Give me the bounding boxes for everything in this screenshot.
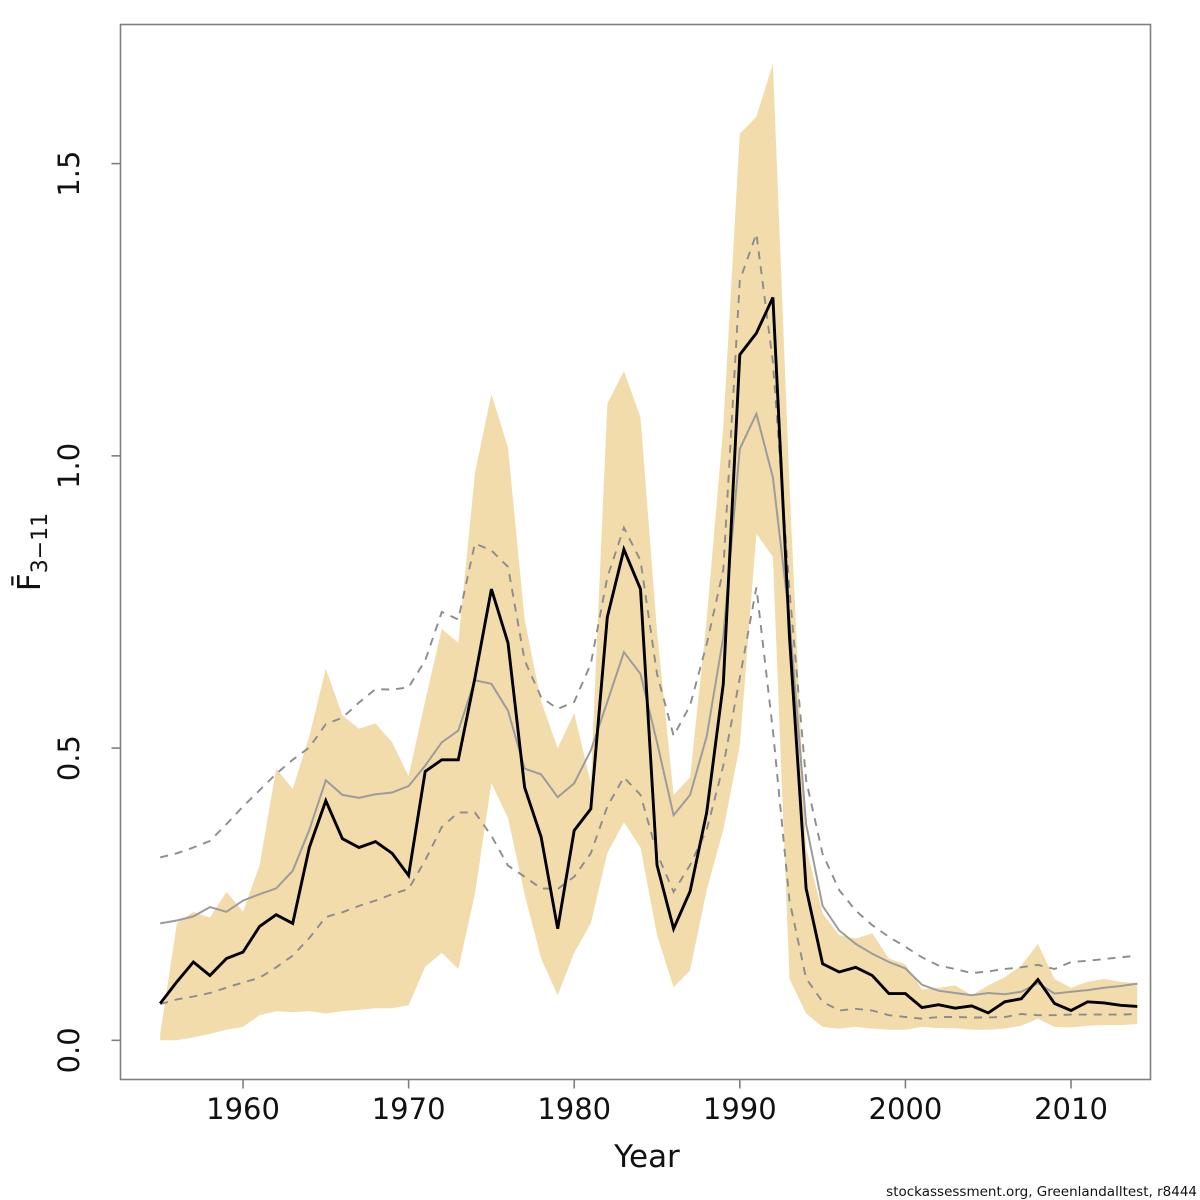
tick-label: 1.5	[52, 151, 86, 197]
plot-box-border	[119, 23, 1152, 1081]
tick-label: 1980	[537, 1092, 611, 1126]
tick-label: 0.0	[52, 1027, 86, 1073]
y-axis-title-subscript: 3−11	[28, 513, 53, 573]
confidence-band	[160, 63, 1138, 1041]
tick-label: 1960	[206, 1092, 280, 1126]
tick-label: 2010	[1034, 1092, 1108, 1126]
comparison-ci-lower-line	[159, 587, 1138, 1020]
tick-label: 0.5	[52, 735, 86, 781]
footer-watermark: stockassessment.org, Greenlandalltest, r…	[886, 1184, 1197, 1200]
tick-label: 2000	[869, 1092, 943, 1126]
tick-label: 1.0	[52, 443, 86, 489]
comparison-ci-upper-line	[159, 233, 1138, 975]
y-axis-ticks: 0.0 0.5 1.0 1.5	[52, 151, 121, 1073]
tick-label: 1970	[372, 1092, 446, 1126]
tick-label: 1990	[703, 1092, 777, 1126]
x-axis-title: Year	[613, 1139, 680, 1175]
y-axis-title: F̄3−11	[11, 513, 53, 591]
x-axis-ticks: 1960 1970 1980 1990 2000 2010	[206, 1079, 1108, 1126]
y-axis-title-letter: F̄	[11, 573, 48, 591]
current-estimate-line	[159, 296, 1138, 1015]
